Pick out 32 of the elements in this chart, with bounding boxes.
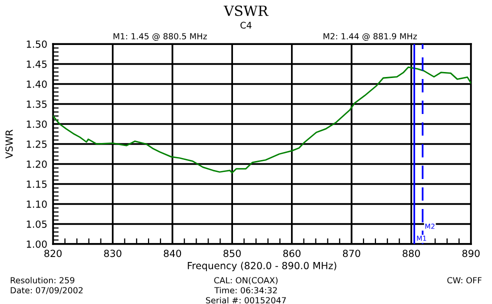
y-tick-label: 1.45 (26, 60, 47, 68)
y-tick-label: 1.05 (26, 220, 47, 228)
x-axis-title: Frequency (820.0 - 890.0 MHz) (188, 262, 336, 272)
x-tick-label: 820 (44, 250, 62, 258)
y-tick-label: 1.15 (26, 180, 47, 188)
text: Resolution: 259 (10, 276, 74, 284)
y-tick-label: 1.50 (26, 40, 47, 48)
x-tick-label: 830 (104, 250, 122, 258)
chart-title: VSWR (224, 6, 268, 16)
text: Date: 07/09/2002 (10, 287, 83, 294)
y-tick-label: 1.40 (26, 80, 47, 88)
text: M2: 1.44 @ 881.9 MHz (324, 33, 417, 41)
y-tick-label: 1.35 (26, 100, 47, 108)
y-tick-label: 1.10 (26, 200, 47, 208)
chart-subtitle: C4 (240, 22, 252, 29)
line-series (53, 66, 471, 174)
y-axis-title: VSWR (5, 130, 13, 159)
y-tick-label: 1.00 (26, 240, 47, 248)
x-tick-label: 840 (164, 250, 182, 258)
text: M1: 1.45 @ 880.5 MHz (114, 33, 207, 41)
text: Time: 06:34:32 (214, 286, 277, 294)
text: CAL: ON(COAX) (214, 276, 278, 284)
y-tick-label: 1.20 (26, 160, 47, 168)
x-tick-label: 870 (342, 250, 360, 258)
x-tick-label: 850 (224, 250, 241, 258)
y-tick-label: 1.25 (26, 140, 47, 148)
x-tick-label: 860 (283, 250, 300, 258)
x-tick-label: 890 (462, 250, 480, 258)
x-tick-label: 880 (402, 250, 420, 258)
text: Serial #: 00152047 (206, 296, 286, 304)
y-tick-label: 1.30 (26, 120, 47, 128)
text: CW: OFF (447, 277, 482, 284)
